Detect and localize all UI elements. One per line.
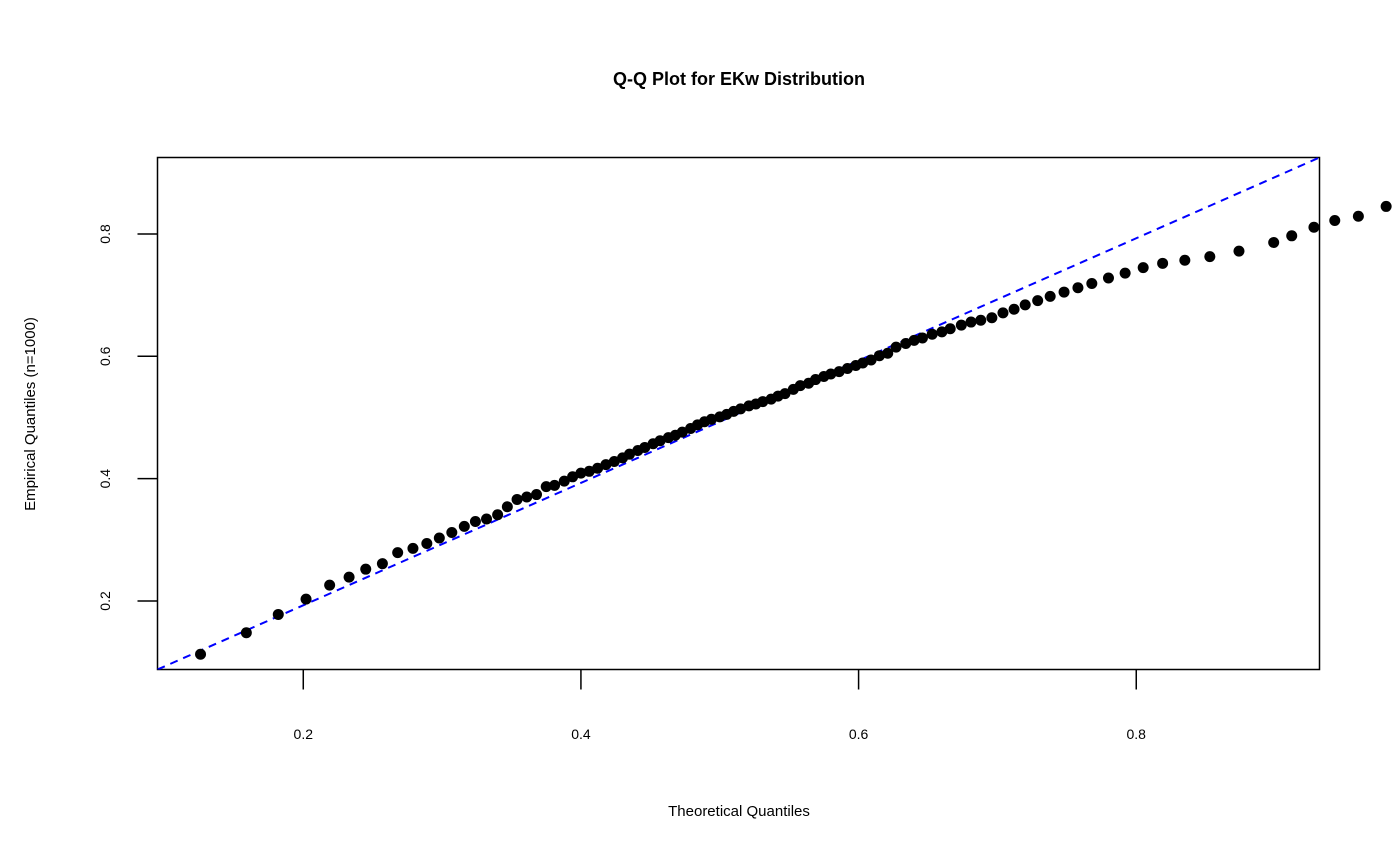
data-point: [1019, 299, 1031, 311]
data-point: [1308, 221, 1320, 233]
data-point: [1137, 262, 1149, 274]
data-point: [540, 481, 552, 493]
data-point: [865, 354, 877, 366]
x-axis: 0.2 0.4 0.6 0.8: [294, 669, 1147, 742]
data-point: [833, 366, 845, 378]
data-point: [600, 459, 612, 471]
data-point: [779, 388, 791, 400]
data-point: [1044, 290, 1056, 302]
data-point: [575, 467, 587, 479]
data-point: [936, 326, 948, 338]
data-point: [324, 579, 336, 591]
data-point: [1179, 254, 1191, 266]
data-point: [240, 627, 252, 639]
data-point: [1204, 251, 1216, 263]
data-point: [890, 341, 902, 353]
y-tick-label: 0.6: [97, 346, 113, 366]
data-point: [458, 520, 470, 532]
data-point: [1058, 286, 1070, 298]
data-point: [421, 537, 433, 549]
data-point: [531, 489, 543, 501]
data-point: [624, 448, 636, 460]
data-point: [360, 563, 372, 575]
data-point: [549, 479, 561, 491]
data-point: [1072, 282, 1084, 294]
data-point: [825, 368, 837, 380]
points-layer: [195, 200, 1392, 660]
x-axis-label: Theoretical Quantiles: [668, 803, 810, 820]
data-point: [1086, 278, 1098, 290]
data-point: [1286, 230, 1298, 242]
data-point: [567, 471, 579, 483]
data-point: [986, 312, 998, 324]
data-point: [592, 462, 604, 474]
data-point: [492, 509, 504, 521]
data-point: [926, 328, 938, 340]
data-point: [676, 426, 688, 438]
data-point: [810, 374, 822, 386]
data-point: [1157, 257, 1169, 269]
data-point: [873, 350, 885, 362]
data-point: [1380, 200, 1392, 212]
data-point: [882, 347, 894, 359]
y-axis-label: Empirical Quantiles (n=1000): [22, 317, 39, 511]
x-tick-label: 0.4: [571, 726, 591, 742]
data-point: [705, 413, 717, 425]
data-point: [392, 547, 404, 559]
data-point: [1329, 215, 1341, 227]
data-point: [343, 571, 355, 583]
data-point: [433, 532, 445, 544]
data-point: [501, 501, 513, 513]
data-point: [654, 435, 666, 447]
data-point: [900, 337, 912, 349]
data-point: [1119, 267, 1131, 279]
data-point: [558, 475, 570, 487]
data-point: [757, 396, 769, 408]
data-point: [407, 542, 419, 554]
y-tick-label: 0.8: [97, 224, 113, 244]
data-point: [469, 515, 481, 527]
data-point: [272, 608, 284, 620]
x-tick-label: 0.6: [849, 726, 869, 742]
data-point: [608, 456, 620, 468]
data-point: [1233, 245, 1245, 257]
data-point: [521, 491, 533, 503]
chart-title: Q-Q Plot for EKw Distribution: [613, 69, 865, 89]
data-point: [944, 323, 956, 335]
data-point: [965, 316, 977, 328]
data-point: [1008, 303, 1020, 315]
data-point: [841, 363, 853, 375]
data-point: [446, 526, 458, 538]
data-point: [639, 441, 651, 453]
data-point: [300, 593, 312, 605]
data-point: [857, 357, 869, 369]
data-point: [794, 380, 806, 392]
data-point: [1032, 295, 1044, 307]
data-point: [1352, 210, 1364, 222]
y-axis: 0.2 0.4 0.6 0.8: [97, 224, 158, 611]
x-tick-label: 0.2: [294, 726, 314, 742]
data-point: [511, 493, 523, 505]
x-tick-label: 0.8: [1127, 726, 1147, 742]
data-point: [481, 513, 493, 525]
data-point: [1268, 237, 1280, 249]
data-point: [376, 558, 388, 570]
data-point: [1102, 272, 1114, 284]
plot-frame: [156, 156, 1321, 671]
data-point: [997, 307, 1009, 319]
data-point: [916, 332, 928, 344]
y-tick-label: 0.2: [97, 591, 113, 611]
data-point: [195, 648, 207, 660]
data-point: [955, 319, 967, 331]
data-point: [735, 403, 747, 415]
data-point: [583, 465, 595, 477]
data-point: [908, 334, 920, 346]
y-tick-label: 0.4: [97, 469, 113, 489]
data-point: [975, 314, 987, 326]
